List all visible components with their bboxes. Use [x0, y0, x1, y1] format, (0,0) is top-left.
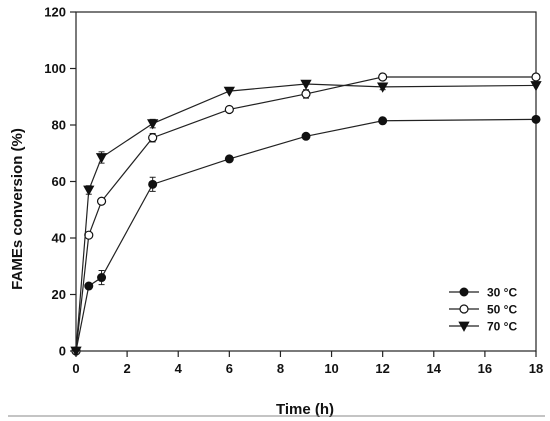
series-line [75, 118, 537, 352]
x-tick-label: 2 [123, 361, 130, 376]
legend-marker [459, 304, 469, 314]
data-point [378, 116, 388, 126]
data-point [148, 133, 158, 143]
data-point [531, 114, 541, 124]
data-point [95, 153, 108, 164]
data-point [97, 273, 107, 283]
y-tick-label: 0 [59, 344, 66, 359]
x-tick-label: 0 [72, 361, 79, 376]
x-tick-label: 8 [277, 361, 284, 376]
data-point [147, 119, 159, 130]
data-point [224, 154, 234, 164]
plot-frame [75, 11, 537, 352]
plot-area-border [75, 11, 537, 352]
legend-marker [459, 287, 469, 297]
data-point [96, 196, 107, 206]
data-point [70, 346, 82, 357]
data-point [530, 81, 542, 92]
series-2 [71, 72, 541, 356]
data-point [378, 72, 388, 82]
data-point [300, 79, 312, 90]
data-point [531, 72, 541, 82]
x-tick-label: 4 [175, 361, 183, 376]
legend-label: 30 °C [487, 286, 517, 300]
x-tick-label: 10 [324, 361, 338, 376]
legend-item: 70 °C [449, 320, 517, 334]
x-tick-label: 14 [427, 361, 442, 376]
data-point [148, 179, 158, 189]
data-point [301, 89, 311, 99]
x-tick-label: 18 [529, 361, 543, 376]
x-tick-label: 12 [375, 361, 389, 376]
y-tick-label: 80 [52, 118, 66, 133]
y-tick-label: 100 [44, 61, 66, 76]
data-point [83, 185, 95, 196]
series-line [75, 76, 536, 352]
x-axis-title: Time (h) [276, 401, 334, 418]
legend-item: 50 °C [449, 303, 517, 317]
legend-label: 70 °C [487, 320, 517, 334]
series-1 [71, 114, 541, 356]
legend-label: 50 °C [487, 303, 517, 317]
x-tick-label: 16 [478, 361, 492, 376]
x-axis-ticks: 0 2 4 6 8 10 12 14 16 18 [72, 351, 543, 376]
series-3 [70, 79, 542, 357]
y-tick-label: 60 [52, 174, 66, 189]
legend-item: 30 °C [449, 286, 517, 300]
series-layer [70, 72, 542, 357]
legend: 30 °C 50 °C 70 °C [449, 286, 517, 334]
y-tick-label: 20 [52, 287, 66, 302]
y-axis-ticks: 0 20 40 60 80 100 120 [44, 5, 76, 359]
legend-marker [458, 321, 470, 332]
data-point [301, 131, 311, 141]
data-point [223, 86, 235, 97]
y-axis-title: FAMEs conversion (%) [9, 128, 26, 290]
series-line [75, 83, 537, 352]
x-tick-label: 6 [226, 361, 233, 376]
data-point [224, 104, 234, 115]
data-point [84, 281, 94, 291]
y-tick-label: 120 [44, 5, 66, 20]
data-point [377, 82, 389, 93]
y-tick-label: 40 [52, 231, 66, 246]
